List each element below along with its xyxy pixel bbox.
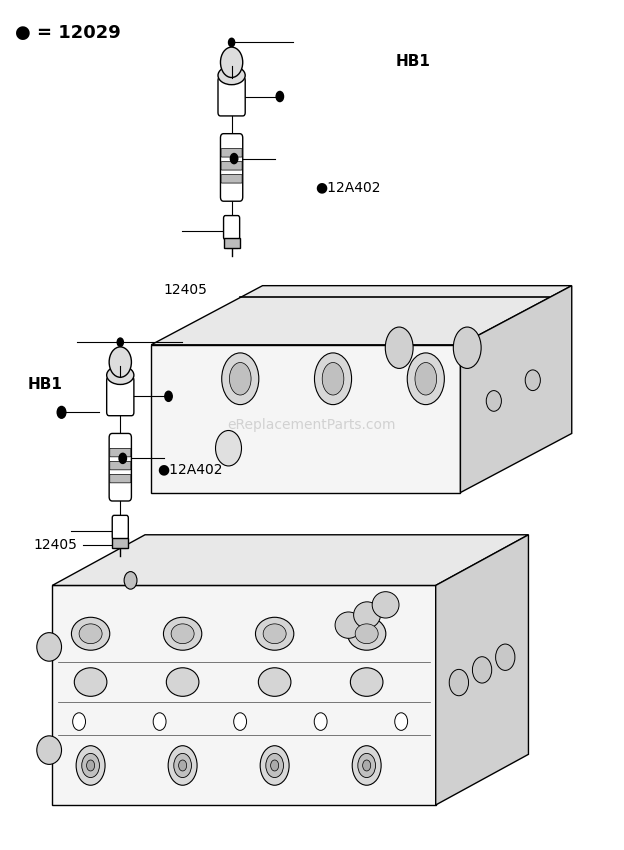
Ellipse shape: [107, 366, 134, 384]
Ellipse shape: [230, 362, 251, 395]
Ellipse shape: [372, 592, 399, 618]
Text: ●12A402: ●12A402: [315, 180, 381, 194]
Circle shape: [153, 713, 166, 730]
FancyBboxPatch shape: [110, 462, 131, 470]
Ellipse shape: [37, 736, 62, 764]
Circle shape: [117, 338, 124, 347]
Ellipse shape: [415, 362, 437, 395]
Circle shape: [178, 760, 187, 771]
FancyBboxPatch shape: [218, 77, 245, 116]
Ellipse shape: [258, 668, 291, 696]
Text: ●12A402: ●12A402: [157, 462, 223, 477]
FancyBboxPatch shape: [107, 377, 134, 416]
Text: ● = 12029: ● = 12029: [15, 24, 121, 42]
Circle shape: [525, 370, 540, 391]
Polygon shape: [461, 286, 572, 492]
Circle shape: [449, 670, 469, 696]
Bar: [112, 538, 129, 547]
Circle shape: [260, 745, 289, 785]
Bar: [223, 238, 240, 247]
Ellipse shape: [407, 353, 444, 405]
Circle shape: [82, 753, 99, 778]
Polygon shape: [52, 535, 529, 586]
Ellipse shape: [453, 327, 481, 368]
FancyBboxPatch shape: [112, 515, 129, 540]
Ellipse shape: [385, 327, 413, 368]
Text: HB1: HB1: [27, 377, 62, 392]
Ellipse shape: [163, 617, 202, 650]
Polygon shape: [436, 535, 529, 805]
Polygon shape: [151, 345, 461, 492]
Ellipse shape: [171, 624, 194, 643]
Circle shape: [168, 745, 197, 785]
Ellipse shape: [218, 66, 245, 85]
Circle shape: [486, 391, 502, 411]
Ellipse shape: [263, 624, 286, 643]
FancyBboxPatch shape: [221, 149, 242, 157]
FancyBboxPatch shape: [221, 174, 242, 183]
Circle shape: [109, 347, 132, 377]
Text: HB1: HB1: [396, 54, 431, 70]
FancyBboxPatch shape: [110, 449, 131, 456]
Polygon shape: [52, 586, 436, 805]
Circle shape: [276, 92, 283, 102]
Circle shape: [165, 391, 172, 401]
Text: 12405: 12405: [34, 538, 77, 552]
Circle shape: [228, 38, 235, 47]
Ellipse shape: [74, 668, 107, 696]
Ellipse shape: [314, 353, 351, 405]
Circle shape: [395, 713, 407, 730]
Circle shape: [220, 47, 243, 77]
Circle shape: [363, 760, 371, 771]
Circle shape: [230, 154, 238, 164]
Ellipse shape: [79, 624, 102, 643]
Polygon shape: [151, 286, 572, 345]
Circle shape: [124, 571, 137, 589]
Circle shape: [266, 753, 283, 778]
Text: 12405: 12405: [163, 283, 207, 297]
Ellipse shape: [350, 668, 383, 696]
Circle shape: [495, 644, 515, 671]
Ellipse shape: [348, 617, 386, 650]
Ellipse shape: [322, 362, 344, 395]
Circle shape: [215, 430, 241, 466]
Circle shape: [472, 657, 492, 683]
FancyBboxPatch shape: [110, 474, 131, 483]
Ellipse shape: [222, 353, 259, 405]
FancyBboxPatch shape: [221, 162, 242, 170]
Ellipse shape: [354, 602, 381, 628]
Ellipse shape: [37, 632, 62, 661]
Circle shape: [76, 745, 105, 785]
Circle shape: [173, 753, 192, 778]
FancyBboxPatch shape: [220, 133, 243, 201]
Ellipse shape: [167, 668, 199, 696]
Circle shape: [234, 713, 246, 730]
Circle shape: [352, 745, 381, 785]
FancyBboxPatch shape: [109, 434, 132, 501]
Ellipse shape: [335, 612, 362, 638]
Ellipse shape: [255, 617, 294, 650]
Circle shape: [314, 713, 327, 730]
Circle shape: [119, 453, 127, 463]
Ellipse shape: [71, 617, 110, 650]
Circle shape: [358, 753, 376, 778]
Circle shape: [57, 406, 66, 418]
Circle shape: [271, 760, 279, 771]
Circle shape: [87, 760, 95, 771]
Circle shape: [72, 713, 85, 730]
Ellipse shape: [355, 624, 378, 643]
FancyBboxPatch shape: [223, 216, 240, 240]
Text: eReplacementParts.com: eReplacementParts.com: [228, 418, 396, 432]
